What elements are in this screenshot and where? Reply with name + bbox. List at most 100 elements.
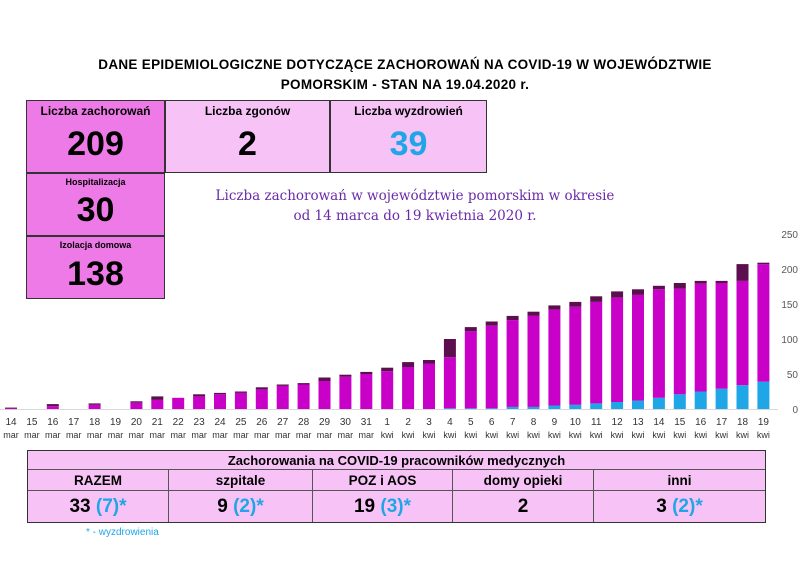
bar-segment-1 bbox=[757, 264, 770, 382]
x-tick-day: 26 bbox=[256, 417, 268, 428]
hospitalization-label: Hospitalizacja bbox=[65, 177, 126, 187]
bar-segment-1 bbox=[632, 294, 644, 401]
medical-value-main: 9 bbox=[217, 496, 228, 517]
x-tick-month: kwi bbox=[423, 430, 436, 440]
x-tick-day: 3 bbox=[426, 417, 432, 428]
bar-segment-0 bbox=[548, 405, 561, 409]
medical-header-0: RAZEM bbox=[28, 470, 169, 491]
x-tick-day: 19 bbox=[110, 417, 122, 428]
x-tick-day: 23 bbox=[194, 417, 206, 428]
medical-value-4: 3 (2)* bbox=[594, 491, 765, 522]
x-tick-month: kwi bbox=[652, 430, 665, 440]
bar-segment-2 bbox=[5, 407, 17, 409]
bar-segment-0 bbox=[611, 402, 624, 409]
bar-segment-0 bbox=[715, 388, 728, 409]
x-tick-month: mar bbox=[338, 430, 354, 440]
cases-value: 209 bbox=[67, 125, 124, 163]
medical-value-recovered: (3)* bbox=[375, 496, 412, 517]
bar-segment-2 bbox=[652, 285, 665, 290]
x-tick-month: mar bbox=[45, 430, 61, 440]
bar-segment-0 bbox=[694, 391, 707, 409]
bar-segment-1 bbox=[715, 283, 728, 389]
medical-header-1: szpitale bbox=[169, 470, 313, 491]
x-tick-month: kwi bbox=[611, 430, 624, 440]
bar-segment-0 bbox=[590, 403, 603, 409]
x-tick-day: 8 bbox=[531, 417, 537, 428]
bar-segment-2 bbox=[464, 327, 477, 332]
x-tick-month: kwi bbox=[715, 430, 728, 440]
bar-segment-2 bbox=[611, 291, 624, 298]
bar-segment-2 bbox=[318, 377, 331, 381]
x-tick-month: mar bbox=[129, 430, 145, 440]
recovered-box: Liczba wyzdrowień 39 bbox=[330, 100, 487, 173]
bar-segment-1 bbox=[611, 297, 624, 402]
bar-segment-2 bbox=[694, 280, 707, 284]
x-tick-month: kwi bbox=[402, 430, 415, 440]
bar-segment-0 bbox=[464, 408, 477, 410]
x-tick-day: 25 bbox=[235, 417, 247, 428]
x-tick-day: 17 bbox=[716, 417, 728, 428]
home-isolation-box: Izolacja domowa 138 bbox=[26, 236, 165, 299]
bar-segment-1 bbox=[548, 309, 561, 406]
x-tick-month: kwi bbox=[548, 430, 561, 440]
bar-segment-2 bbox=[673, 283, 686, 289]
x-tick-month: kwi bbox=[632, 430, 645, 440]
y-tick-label: 250 bbox=[781, 230, 798, 241]
bar-segment-2 bbox=[297, 383, 310, 385]
x-tick-month: mar bbox=[170, 430, 186, 440]
x-tick-day: 5 bbox=[468, 417, 474, 428]
x-tick-month: mar bbox=[3, 430, 19, 440]
x-tick-month: kwi bbox=[443, 430, 456, 440]
medical-value-recovered: (7)* bbox=[90, 496, 127, 517]
recovered-value: 39 bbox=[389, 125, 428, 163]
bar-segment-0 bbox=[569, 404, 582, 409]
x-tick-month: mar bbox=[24, 430, 40, 440]
bar-segment-1 bbox=[46, 406, 59, 409]
x-tick-day: 18 bbox=[89, 417, 101, 428]
x-tick-day: 14 bbox=[5, 417, 17, 428]
bar-segment-2 bbox=[506, 315, 519, 321]
bar-segment-2 bbox=[715, 280, 728, 283]
x-tick-month: mar bbox=[254, 430, 270, 440]
x-tick-month: mar bbox=[108, 430, 124, 440]
page-title-line1: DANE EPIDEMIOLOGICZNE DOTYCZĄCE ZACHOROW… bbox=[98, 57, 712, 72]
bar-segment-0 bbox=[673, 394, 686, 409]
bar-segment-0 bbox=[757, 381, 770, 409]
medical-value-1: 9 (2)* bbox=[169, 491, 313, 522]
bar-segment-2 bbox=[234, 391, 247, 393]
home-isolation-label: Izolacja domowa bbox=[59, 240, 132, 250]
x-tick-month: kwi bbox=[757, 430, 770, 440]
x-tick-month: mar bbox=[150, 430, 166, 440]
x-tick-month: kwi bbox=[590, 430, 603, 440]
medical-header-4: inni bbox=[594, 470, 765, 491]
x-tick-day: 16 bbox=[695, 417, 707, 428]
x-tick-month: kwi bbox=[527, 430, 540, 440]
medical-value-0: 33 (7)* bbox=[28, 491, 169, 522]
x-tick-month: kwi bbox=[506, 430, 519, 440]
medical-value-main: 33 bbox=[69, 496, 91, 517]
x-tick-month: mar bbox=[296, 430, 312, 440]
bar-segment-2 bbox=[381, 367, 394, 372]
x-tick-day: 27 bbox=[277, 417, 289, 428]
bar-segment-1 bbox=[214, 394, 226, 409]
medical-value-main: 2 bbox=[517, 496, 529, 517]
bar-segment-1 bbox=[694, 283, 707, 392]
bar-segment-0 bbox=[506, 406, 519, 409]
bar-segment-0 bbox=[443, 408, 456, 410]
bar-segment-2 bbox=[423, 360, 435, 364]
x-tick-month: kwi bbox=[464, 430, 477, 440]
bar-segment-2 bbox=[569, 301, 582, 307]
bar-segment-2 bbox=[214, 392, 226, 395]
medical-header-2: POZ i AOS bbox=[313, 470, 453, 491]
bar-segment-2 bbox=[485, 321, 498, 326]
bar-segment-1 bbox=[464, 331, 477, 409]
x-tick-day: 18 bbox=[737, 417, 749, 428]
x-tick-month: mar bbox=[233, 430, 249, 440]
x-tick-day: 1 bbox=[384, 417, 390, 428]
x-tick-day: 12 bbox=[612, 417, 624, 428]
bar-segment-1 bbox=[255, 389, 268, 409]
x-tick-day: 4 bbox=[447, 417, 453, 428]
bar-segment-1 bbox=[234, 392, 247, 409]
footnote: * - wyzdrowienia bbox=[86, 527, 159, 538]
bar-segment-1 bbox=[276, 385, 289, 409]
